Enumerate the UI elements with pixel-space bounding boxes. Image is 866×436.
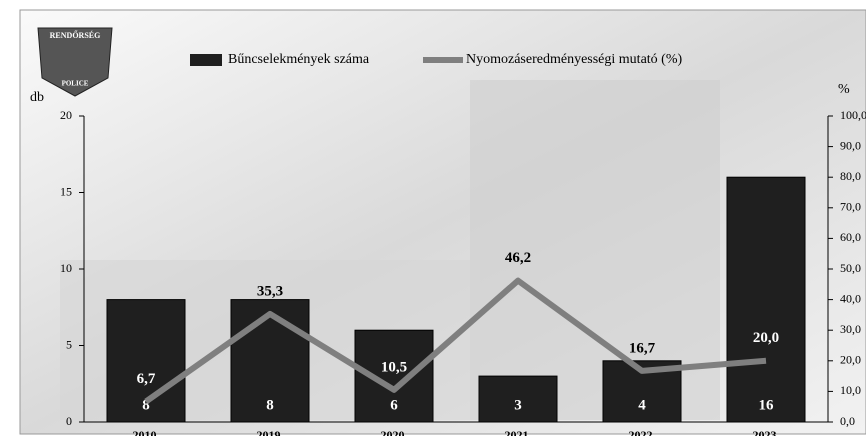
bar-label: 4 — [638, 397, 646, 413]
bar-label: 8 — [142, 397, 150, 413]
y2-axis-label: % — [838, 82, 850, 97]
y-tick-label: 0 — [66, 414, 72, 428]
x-tick-label: 2023. — [753, 428, 780, 436]
y2-tick-label: 40,0 — [840, 291, 861, 305]
line-label: 46,2 — [505, 250, 531, 266]
y2-tick-label: 50,0 — [840, 261, 861, 275]
y2-tick-label: 90,0 — [840, 138, 861, 152]
logo-text: POLICE — [62, 80, 89, 88]
y2-tick-label: 100,0 — [840, 108, 866, 122]
logo: RENDŐRSÉG POLICE — [37, 27, 113, 97]
legend-label: Nyomozáseredményességi mutató (%) — [466, 52, 682, 67]
x-tick-label: 2010. — [133, 428, 160, 436]
line-label: 16,7 — [629, 340, 656, 356]
bar-label: 3 — [514, 397, 522, 413]
bar-label: 16 — [759, 397, 775, 413]
line-label: 10,5 — [381, 359, 407, 375]
line-label: 6,7 — [137, 371, 156, 387]
y2-tick-label: 70,0 — [840, 200, 861, 214]
bar-label: 8 — [266, 397, 274, 413]
y2-tick-label: 30,0 — [840, 322, 861, 336]
y-tick-label: 10 — [60, 261, 72, 275]
legend-label: Bűncselekmények száma — [228, 52, 370, 67]
y-tick-label: 20 — [60, 108, 72, 122]
logo-text: RENDŐRSÉG — [50, 30, 101, 40]
y2-tick-label: 0,0 — [840, 414, 855, 428]
y-axis-label: db — [30, 90, 44, 105]
bar — [230, 299, 310, 423]
line-label: 35,3 — [257, 283, 283, 299]
y2-tick-label: 20,0 — [840, 353, 861, 367]
y-tick-label: 15 — [60, 184, 72, 198]
bar — [726, 176, 806, 423]
y-tick-label: 5 — [66, 337, 72, 351]
x-tick-label: 2021. — [505, 428, 532, 436]
legend-swatch — [190, 54, 222, 66]
x-tick-label: 2022. — [629, 428, 656, 436]
x-tick-label: 2020. — [381, 428, 408, 436]
y2-tick-label: 80,0 — [840, 169, 861, 183]
bar-label: 6 — [390, 397, 398, 413]
bar — [478, 375, 558, 423]
y2-tick-label: 60,0 — [840, 230, 861, 244]
x-tick-label: 2019. — [257, 428, 284, 436]
bar — [106, 299, 186, 423]
line-label: 20,0 — [753, 330, 779, 346]
y2-tick-label: 10,0 — [840, 383, 861, 397]
line — [144, 277, 767, 404]
